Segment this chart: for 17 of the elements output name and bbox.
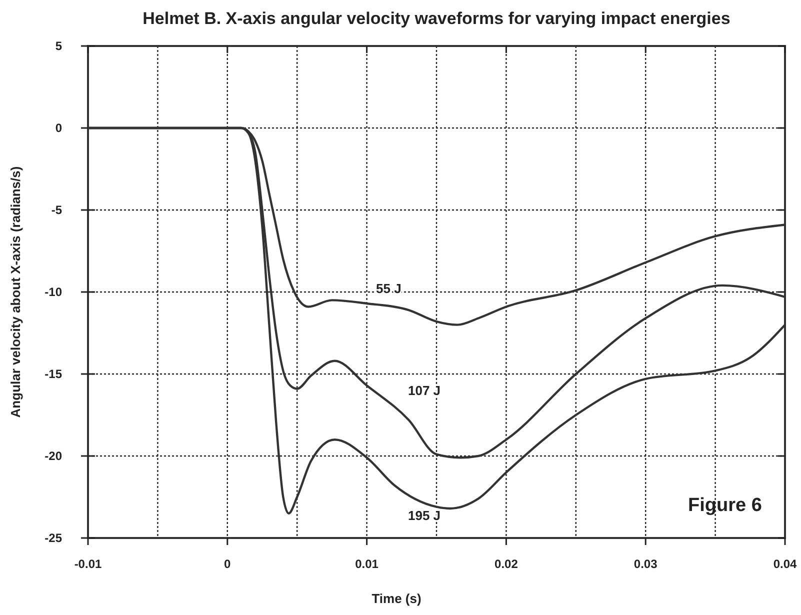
x-tick-label: 0.04 [773, 557, 797, 571]
y-axis-title: Angular velocity about X-axis (radians/s) [8, 166, 23, 418]
x-tick-label: 0.02 [494, 557, 518, 571]
y-tick-label: -5 [51, 203, 62, 218]
x-tick-label: 0.03 [634, 557, 658, 571]
annotation: Figure 6 [688, 495, 762, 516]
y-tick-label: -10 [44, 285, 62, 300]
y-tick-label: 0 [55, 121, 62, 136]
x-tick-label: -0.01 [74, 557, 102, 571]
chart-title: Helmet B. X-axis angular velocity waveforms for varying impact energies [142, 9, 730, 28]
x-tick-label: 0 [224, 557, 232, 571]
x-axis-title: Time (s) [372, 591, 422, 606]
y-tick-label: -15 [44, 367, 62, 382]
y-tick-label: 5 [55, 39, 62, 54]
x-tick-label: 0.01 [355, 557, 379, 571]
y-tick-label: -25 [44, 531, 62, 546]
y-tick-label: -20 [44, 449, 62, 464]
